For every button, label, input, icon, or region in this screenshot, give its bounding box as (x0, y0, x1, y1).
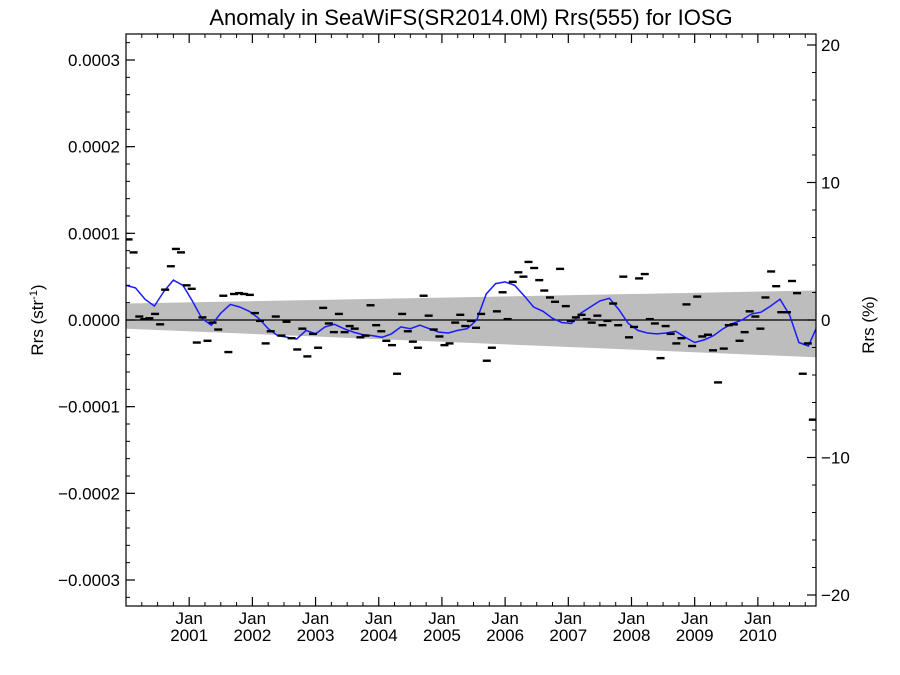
x-tick-label-year: 2002 (233, 626, 271, 645)
y-axis-left-label-close: ) (28, 284, 47, 290)
x-tick-label-year: 2001 (170, 626, 208, 645)
y-right-tick-label: −10 (821, 449, 850, 468)
x-tick-label-year: 2009 (676, 626, 714, 645)
x-tick-label-year: 2008 (613, 626, 651, 645)
y-left-tick-label: −0.0003 (58, 571, 120, 590)
x-tick-label-month: Jan (239, 609, 266, 628)
x-tick-label-month: Jan (681, 609, 708, 628)
x-tick-label-month: Jan (618, 609, 645, 628)
x-tick-label-year: 2006 (486, 626, 524, 645)
axis-layer: 0.0003 0.0002 0.0001 0.0000 −0.0001 −0.0002 −0… (58, 34, 850, 645)
y-axis-right-label: Rrs (%) (859, 296, 878, 354)
smoothed-series-line (126, 279, 816, 347)
y-axis-left-label-main: Rrs (str (28, 300, 47, 356)
y-left-tick-label: 0.0002 (68, 138, 120, 157)
chart-title: Anomaly in SeaWiFS(SR2014.0M) Rrs(555) f… (209, 5, 732, 30)
y-left-tick-label: 0.0001 (68, 224, 120, 243)
uncertainty-band (126, 290, 816, 358)
y-right-tick-label: −20 (821, 586, 850, 605)
y-right-tick-label: 10 (821, 174, 840, 193)
x-tick-label-month: Jan (555, 609, 582, 628)
y-axis-left-label-sup: -1 (28, 290, 40, 300)
x-tick-label-year: 2004 (360, 626, 398, 645)
x-tick-label-year: 2010 (739, 626, 777, 645)
x-tick-label-month: Jan (491, 609, 518, 628)
y-axis-left-label: Rrs (str-1) (28, 284, 47, 355)
y-left-tick-label: 0.0000 (68, 311, 120, 330)
x-tick-label-month: Jan (175, 609, 202, 628)
y-left-tick-label: −0.0002 (58, 484, 120, 503)
uncertainty-band-layer (126, 290, 816, 358)
y-left-tick-label: 0.0003 (68, 51, 120, 70)
y-left-tick-label: −0.0001 (58, 398, 120, 417)
x-tick-label-month: Jan (365, 609, 392, 628)
y-right-tick-label: 0 (821, 311, 830, 330)
x-tick-label-year: 2005 (423, 626, 461, 645)
x-tick-label-month: Jan (428, 609, 455, 628)
monthly-anomaly-points-layer (126, 238, 816, 421)
smoothed-line-layer (126, 279, 816, 347)
y-right-tick-label: 20 (821, 36, 840, 55)
x-tick-label-month: Jan (744, 609, 771, 628)
x-tick-label-year: 2007 (549, 626, 587, 645)
x-tick-label-year: 2003 (297, 626, 335, 645)
x-tick-label-month: Jan (302, 609, 329, 628)
